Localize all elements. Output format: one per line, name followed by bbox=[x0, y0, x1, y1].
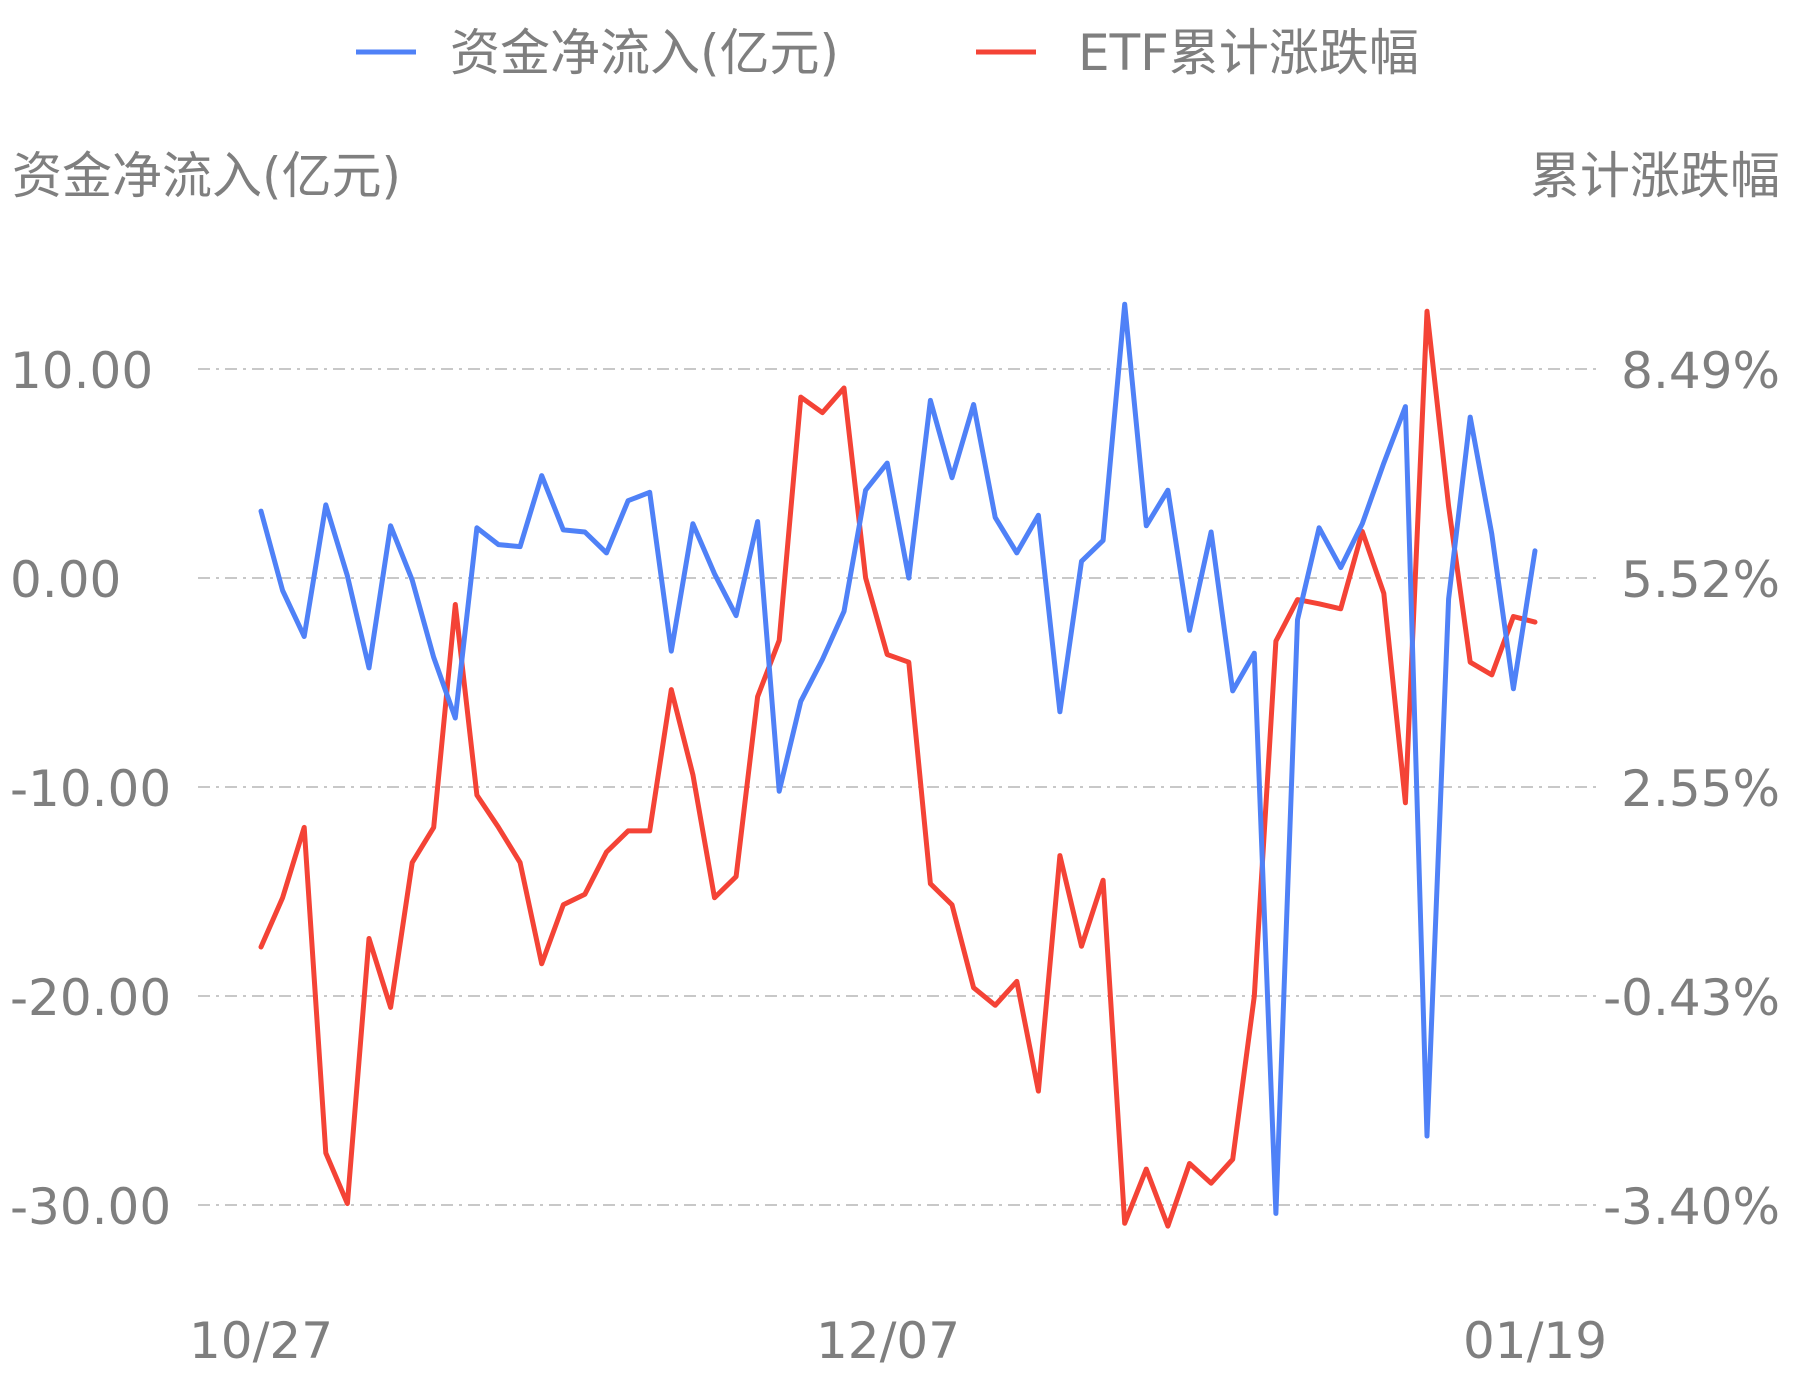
legend-label-etf-change: ETF累计涨跌幅 bbox=[1078, 24, 1419, 82]
right-tick-label: 5.52% bbox=[1621, 551, 1780, 609]
x-tick-label: 10/27 bbox=[189, 1312, 333, 1370]
right-axis-ticks: 8.49% 5.52% 2.55% -0.43% -3.40% bbox=[1603, 342, 1780, 1236]
left-tick-label: 0.00 bbox=[10, 551, 121, 609]
x-tick-label: 12/07 bbox=[816, 1312, 960, 1370]
legend-label-net-inflow: 资金净流入(亿元) bbox=[450, 24, 839, 82]
left-axis-title: 资金净流入(亿元) bbox=[12, 147, 401, 205]
series-line-etf-change bbox=[258, 308, 1538, 1229]
right-tick-label: -3.40% bbox=[1603, 1178, 1780, 1236]
right-tick-label: 8.49% bbox=[1621, 342, 1780, 400]
legend: 资金净流入(亿元) ETF累计涨跌幅 bbox=[356, 24, 1419, 82]
right-axis-title: 累计涨跌幅 bbox=[1530, 147, 1780, 205]
left-axis-ticks: 10.00 0.00 -10.00 -20.00 -30.00 bbox=[10, 342, 171, 1236]
right-tick-label: 2.55% bbox=[1621, 760, 1780, 818]
left-tick-label: -20.00 bbox=[10, 969, 171, 1027]
x-tick-label: 01/19 bbox=[1463, 1312, 1607, 1370]
right-tick-label: -0.43% bbox=[1603, 969, 1780, 1027]
x-axis-ticks: 10/27 12/07 01/19 bbox=[189, 1312, 1607, 1370]
left-tick-label: -10.00 bbox=[10, 760, 171, 818]
series-line-net-inflow bbox=[258, 301, 1538, 1216]
gridlines bbox=[198, 368, 1596, 1206]
left-tick-label: -30.00 bbox=[10, 1178, 171, 1236]
left-tick-label: 10.00 bbox=[10, 342, 153, 400]
